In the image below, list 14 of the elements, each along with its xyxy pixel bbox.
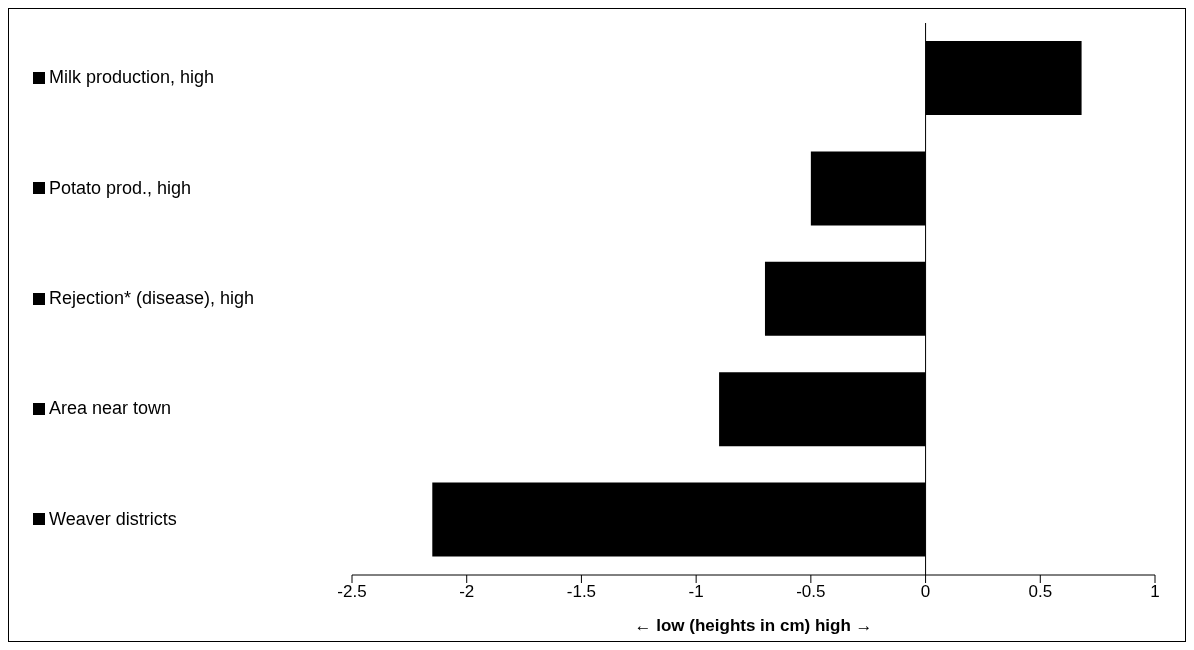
legend-label: Potato prod., high — [49, 177, 192, 199]
legend-label: Milk production, high — [49, 67, 215, 89]
x-axis-title: ← low (heights in cm) high → — [634, 616, 873, 635]
legend-label: Weaver districts — [49, 508, 177, 530]
x-tick-label: -2.5 — [337, 582, 367, 602]
legend-label: Area near town — [49, 398, 172, 420]
x-tick-label: 0 — [920, 582, 931, 602]
x-tick-label: 0.5 — [1028, 582, 1053, 602]
x-tick-label: -1 — [688, 582, 704, 602]
x-tick-label: -1.5 — [566, 582, 597, 602]
x-tick-label: -2 — [459, 582, 475, 602]
legend-label: Rejection* (disease), high — [49, 288, 255, 309]
x-tick-label: 1 — [1150, 582, 1160, 602]
x-tick-label: -0.5 — [796, 582, 826, 602]
